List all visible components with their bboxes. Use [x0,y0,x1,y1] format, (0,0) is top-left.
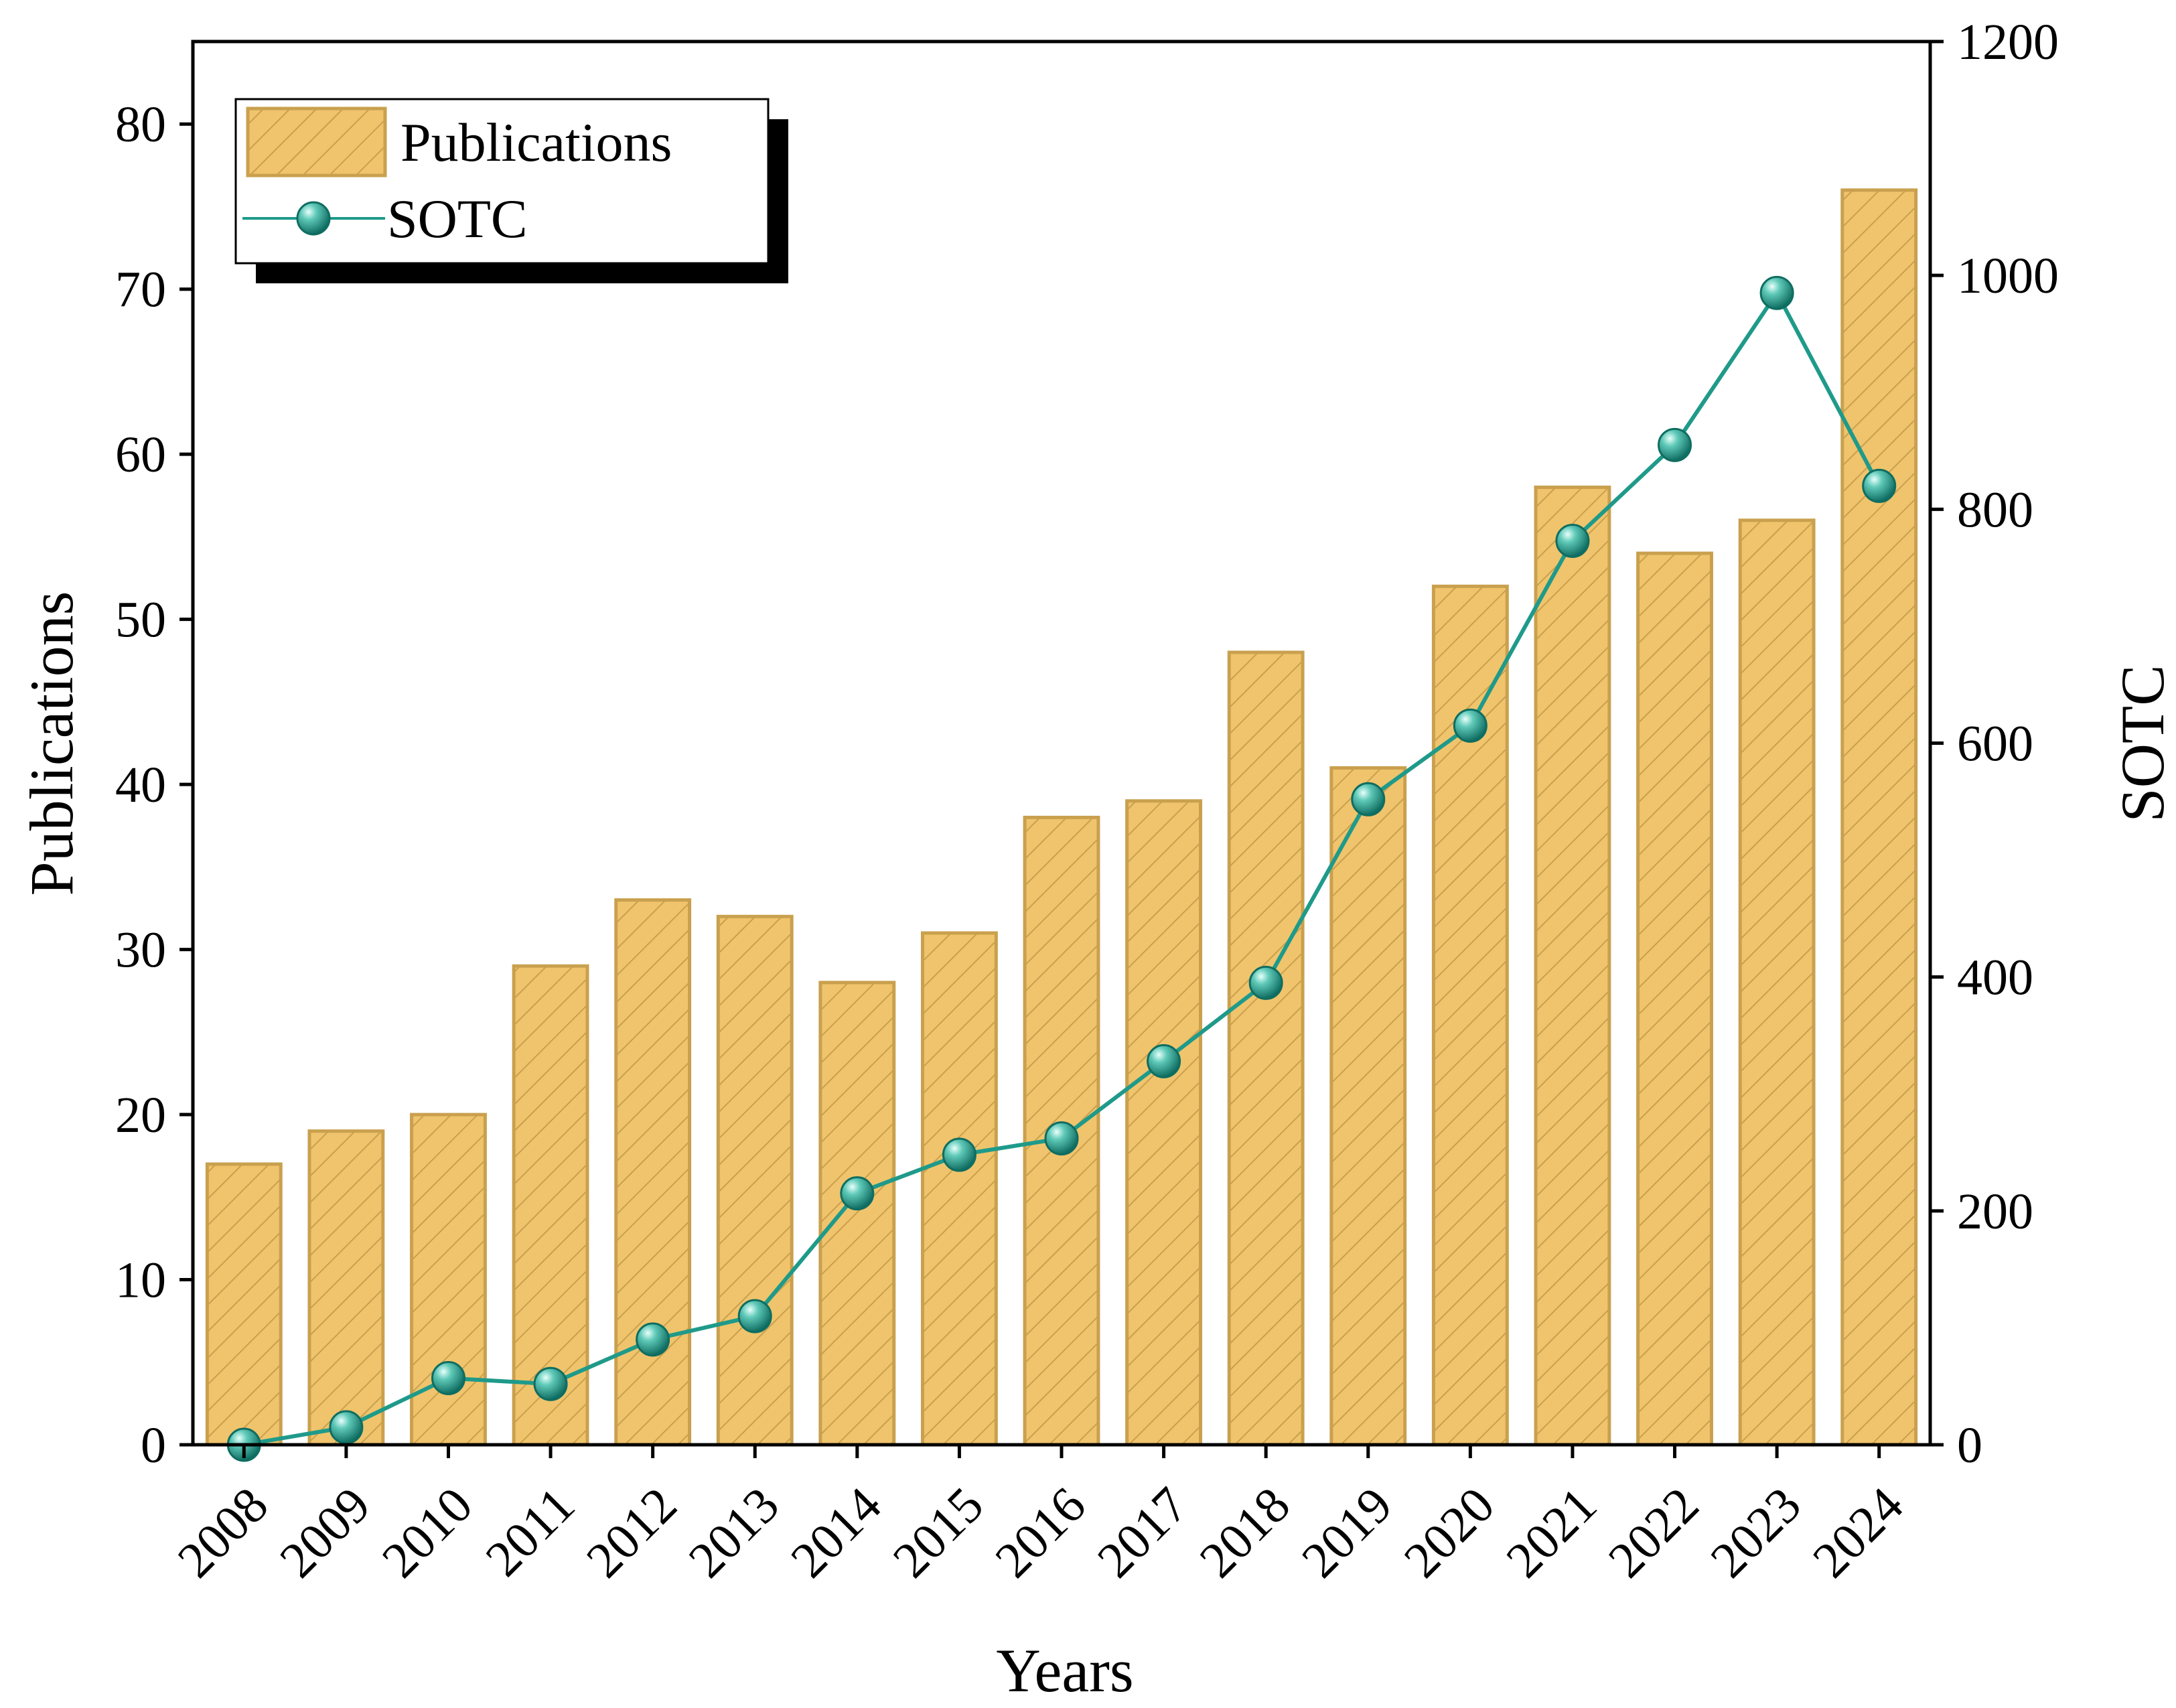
x-tick-label: 2012 [576,1477,688,1589]
bar-hatch-2014 [820,982,894,1445]
x-tick-label: 2010 [372,1477,484,1589]
line-group [226,275,1897,1462]
sotc-point-2019 [1351,782,1386,816]
x-tick-label: 2014 [780,1477,892,1589]
sotc-point-2016 [1044,1121,1079,1156]
y-left-tick-label: 40 [115,757,166,813]
x-tick-label: 2018 [1189,1477,1301,1589]
bar-hatch-2019 [1331,768,1405,1445]
bar-hatch-2011 [514,966,587,1445]
x-tick-label: 2022 [1598,1477,1710,1589]
y-left-tick-label: 80 [115,96,166,153]
y-left-tick-label: 50 [115,592,166,648]
sotc-point-2021 [1555,523,1590,558]
x-tick-label: 2024 [1802,1477,1914,1589]
y2-axis-title: SOTC [2108,664,2176,822]
x-tick-label: 2009 [269,1477,381,1589]
sotc-point-2020 [1453,708,1488,743]
y-left-tick-label: 10 [115,1253,166,1309]
sotc-point-2015 [942,1137,976,1172]
bar-hatch-2023 [1740,520,1814,1445]
bar-hatch-2009 [309,1131,383,1445]
x-tick-label: 2015 [883,1477,995,1589]
x-tick-label: 2023 [1700,1477,1812,1589]
y-left-axis: 0 10 20 30 40 50 60 70 80 [115,96,193,1474]
sotc-point-2010 [431,1360,465,1395]
bar-hatch-2021 [1536,487,1609,1445]
y-left-tick-label: 70 [115,262,166,318]
bars-group [205,188,1918,1447]
legend-bar-swatch-hatch [248,109,385,175]
bar-hatch-2013 [718,916,792,1445]
sotc-point-2022 [1658,427,1692,462]
y-right-tick-label: 1000 [1957,248,2059,304]
sotc-point-2011 [533,1366,568,1401]
x-tick-label: 2019 [1291,1477,1403,1589]
y-axis-title: Publications [17,591,86,896]
y-right-tick-label: 1200 [1957,14,2059,70]
bar-hatch-2015 [922,932,997,1445]
sotc-point-2024 [1862,468,1897,503]
x-axis: 2008200920102011201220132014201520162017… [167,1445,1914,1589]
legend: Publications SOTC [234,98,788,283]
y-right-tick-label: 0 [1957,1417,1982,1474]
sotc-point-2017 [1147,1044,1181,1078]
y-right-axis: 0 200 400 600 800 1000 1200 [1930,14,2059,1474]
bar-hatch-2010 [411,1115,486,1445]
x-tick-label: 2008 [167,1477,279,1589]
bar-hatch-2017 [1127,800,1201,1445]
y-left-tick-label: 0 [141,1417,166,1474]
legend-label-sotc: SOTC [387,188,528,249]
sotc-point-2014 [840,1176,875,1211]
x-tick-label: 2020 [1393,1477,1505,1589]
bar-hatch-2022 [1638,553,1712,1445]
bar-hatch-2008 [207,1164,281,1445]
y-right-tick-label: 200 [1957,1184,2033,1240]
y-right-tick-label: 600 [1957,716,2033,772]
legend-marker-swatch [296,201,331,236]
y-left-tick-label: 30 [115,922,166,979]
y-left-tick-label: 60 [115,427,166,483]
y-right-tick-label: 400 [1957,950,2033,1006]
sotc-point-2018 [1248,965,1283,1000]
sotc-point-2013 [737,1299,772,1334]
bar-hatch-2012 [615,900,690,1445]
x-tick-label: 2021 [1496,1477,1607,1589]
x-tick-label: 2017 [1087,1477,1199,1589]
sotc-point-2009 [329,1410,364,1445]
x-tick-label: 2013 [678,1477,790,1589]
bar-hatch-2018 [1229,652,1303,1445]
bar-hatch-2024 [1842,190,1916,1445]
x-tick-label: 2011 [475,1477,585,1587]
legend-label-publications: Publications [401,112,672,173]
x-tick-label: 2016 [985,1477,1096,1589]
y-left-tick-label: 20 [115,1087,166,1143]
x-axis-title: Years [996,1636,1133,1705]
y-right-tick-label: 800 [1957,482,2033,538]
sotc-point-2012 [636,1322,670,1357]
sotc-point-2023 [1759,275,1794,310]
